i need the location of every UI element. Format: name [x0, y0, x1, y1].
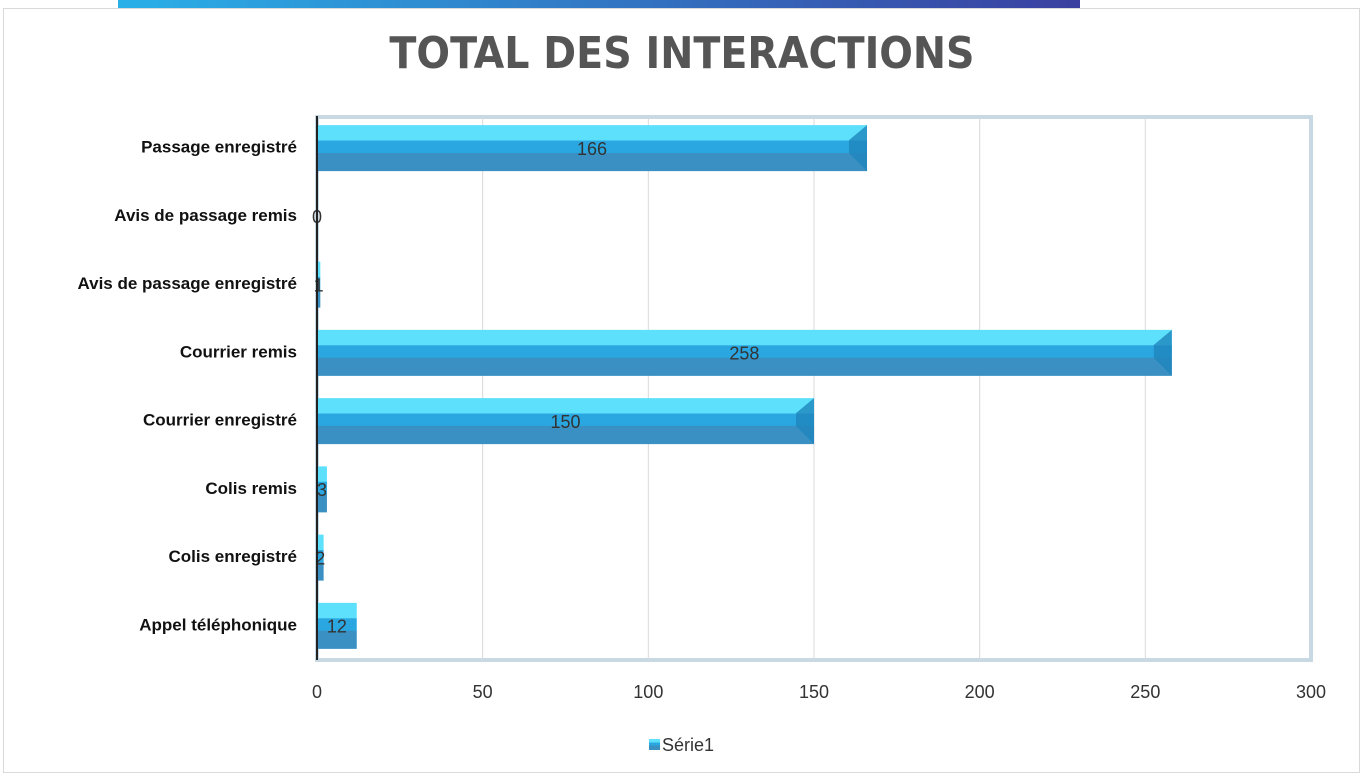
bar-cap — [796, 398, 814, 445]
y-tick-label: Colis remis — [205, 479, 297, 498]
chart-frame — [3, 8, 1360, 773]
y-tick-label: Passage enregistré — [141, 138, 297, 157]
x-tick-label: 0 — [312, 682, 322, 702]
data-label: 2 — [315, 548, 325, 568]
y-tick-label: Appel téléphonique — [139, 615, 297, 634]
bar — [317, 125, 868, 172]
x-tick-label: 250 — [1130, 682, 1160, 702]
y-tick-label: Avis de passage remis — [114, 206, 297, 225]
chart-title: TOTAL DES INTERACTIONS — [389, 28, 974, 79]
data-label: 258 — [729, 344, 759, 364]
data-label: 3 — [317, 480, 327, 500]
bar — [317, 398, 814, 445]
x-tick-label: 100 — [633, 682, 663, 702]
legend-label: Série1 — [662, 735, 714, 755]
data-label: 166 — [577, 139, 607, 159]
y-tick-label: Colis enregistré — [169, 547, 298, 566]
bar — [317, 602, 357, 649]
bar — [317, 261, 321, 308]
header-band — [118, 0, 1080, 8]
bar — [317, 466, 327, 513]
x-tick-label: 150 — [799, 682, 829, 702]
y-tick-label: Courrier remis — [180, 342, 297, 361]
x-tick-label: 300 — [1296, 682, 1326, 702]
data-label: 150 — [550, 412, 580, 432]
bar-cap — [1153, 329, 1172, 376]
data-label: 1 — [314, 275, 324, 295]
y-tick-label: Courrier enregistré — [143, 411, 297, 430]
y-tick-label: Avis de passage enregistré — [77, 274, 297, 293]
bar-cap — [849, 125, 868, 172]
data-label: 12 — [327, 617, 347, 637]
bar — [317, 329, 1172, 376]
bar — [317, 534, 324, 581]
legend-marker — [649, 739, 660, 750]
x-tick-label: 50 — [473, 682, 493, 702]
x-tick-label: 200 — [965, 682, 995, 702]
